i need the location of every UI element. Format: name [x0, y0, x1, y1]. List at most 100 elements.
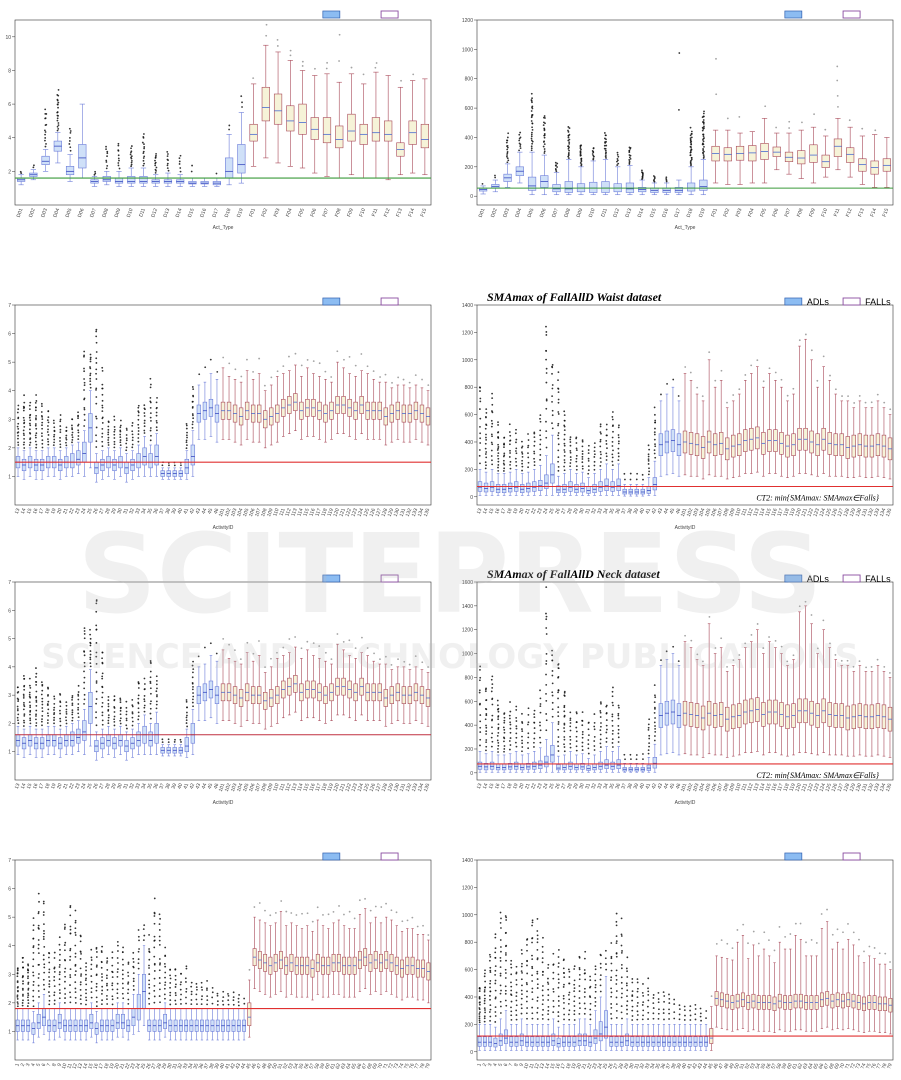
- outlier-point: [497, 447, 500, 450]
- outlier-point: [539, 434, 542, 437]
- outlier-point: [551, 401, 553, 403]
- outlier-point: [703, 110, 705, 113]
- outlier-point: [509, 710, 512, 713]
- outlier-point: [599, 725, 602, 728]
- outlier-point: [17, 427, 20, 430]
- outlier-point: [530, 137, 533, 140]
- outlier-point: [497, 421, 499, 424]
- outlier-point: [53, 709, 55, 711]
- outlier-point: [526, 741, 529, 744]
- box-iqr: [347, 113, 356, 142]
- y-tick-label: 5: [8, 360, 11, 366]
- outlier-point: [563, 454, 566, 457]
- outlier-point: [180, 464, 182, 467]
- box-23: [76, 684, 81, 753]
- x-tick-label: 132: [867, 782, 876, 792]
- outlier-point: [531, 126, 533, 129]
- outlier-point: [479, 731, 482, 733]
- outlier-point: [551, 708, 554, 711]
- outlier-point: [648, 745, 650, 748]
- outlier-point: [89, 380, 92, 383]
- outlier-point: [89, 658, 92, 661]
- box-44: [202, 366, 208, 440]
- outlier-point: [137, 718, 140, 721]
- outlier-point: [593, 442, 596, 445]
- box-41: [646, 444, 651, 496]
- outlier-point: [484, 447, 487, 450]
- chart-panel-6: 0200400600800100012001400160013141516171…: [462, 567, 894, 806]
- outlier-point: [252, 77, 255, 80]
- outlier-point: [804, 600, 807, 603]
- outlier-point: [648, 470, 651, 473]
- outlier-point: [642, 753, 644, 755]
- x-tick-label: 22: [530, 782, 538, 789]
- box-102: [688, 371, 694, 477]
- outlier-point: [83, 406, 86, 409]
- outlier-point: [69, 130, 72, 132]
- outlier-point: [599, 445, 602, 448]
- outlier-point: [142, 159, 145, 162]
- outlier-point: [215, 652, 218, 655]
- outlier-point: [567, 131, 570, 133]
- outlier-point: [557, 422, 560, 425]
- outlier-point: [330, 658, 333, 661]
- outlier-point: [611, 445, 614, 447]
- outlier-point: [611, 453, 614, 456]
- outlier-point: [27, 981, 30, 984]
- x-tick-label: 35: [608, 782, 616, 789]
- outlier-point: [786, 660, 789, 663]
- outlier-point: [35, 418, 37, 421]
- outlier-point: [22, 409, 25, 412]
- outlier-point: [611, 456, 614, 459]
- outlier-point: [557, 443, 560, 446]
- x-tick-label: F06: [310, 207, 319, 217]
- x-tick-label: 39: [633, 507, 641, 514]
- outlier-point: [270, 657, 272, 660]
- outlier-point: [107, 444, 110, 446]
- outlier-point: [738, 388, 741, 391]
- box-D05: [65, 127, 75, 182]
- outlier-point: [515, 720, 518, 722]
- box-131: [401, 378, 407, 443]
- outlier-point: [545, 420, 547, 423]
- outlier-point: [581, 733, 584, 736]
- box-19: [514, 705, 519, 773]
- outlier-point: [647, 752, 650, 755]
- outlier-point: [690, 136, 693, 139]
- outlier-point: [798, 605, 801, 608]
- outlier-point: [263, 384, 266, 387]
- x-tick-label: 35: [608, 507, 616, 514]
- outlier-point: [421, 661, 424, 664]
- outlier-point: [154, 161, 157, 164]
- outlier-point: [95, 610, 98, 613]
- box-28: [106, 695, 111, 755]
- box-iqr: [384, 120, 393, 142]
- outlier-point: [618, 706, 620, 709]
- outlier-point: [41, 703, 44, 706]
- outlier-point: [330, 376, 333, 378]
- outlier-point: [579, 150, 582, 153]
- outlier-point: [391, 381, 393, 384]
- outlier-point: [568, 142, 571, 145]
- outlier-point: [192, 414, 194, 417]
- outlier-point: [40, 693, 43, 696]
- outlier-point: [71, 709, 74, 712]
- box-130: [395, 376, 401, 440]
- outlier-point: [402, 378, 405, 381]
- outlier-point: [27, 963, 29, 966]
- box-iqr: [298, 103, 307, 135]
- y-tick-label: 7: [8, 303, 11, 309]
- outlier-point: [841, 395, 843, 397]
- x-tick-label: 105: [704, 782, 713, 792]
- box-129: [389, 381, 394, 443]
- outlier-point: [509, 463, 511, 466]
- outlier-point: [83, 693, 86, 696]
- box-103: [232, 649, 238, 724]
- outlier-point: [509, 744, 512, 746]
- box-108: [263, 666, 268, 730]
- box-18: [45, 686, 51, 755]
- x-tick-label: 121: [800, 507, 809, 517]
- box-130: [395, 658, 401, 721]
- outlier-point: [563, 727, 565, 729]
- outlier-point: [89, 377, 92, 380]
